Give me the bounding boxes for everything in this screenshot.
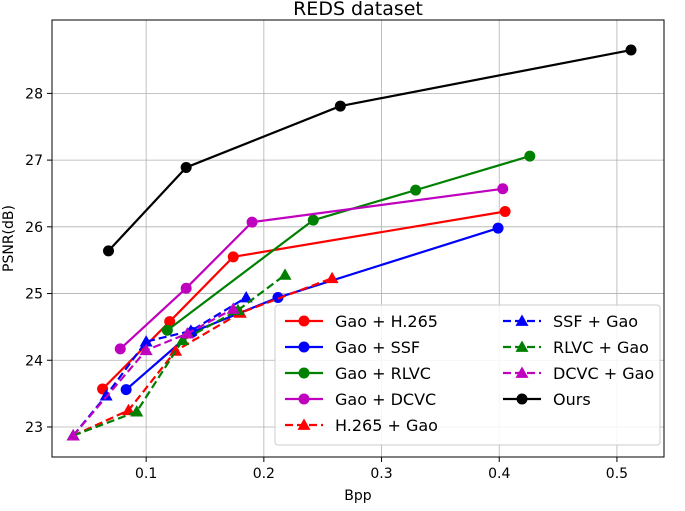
- legend-item-gao-rlvc: Gao + RLVC: [285, 364, 431, 383]
- y-tick-label: 26: [25, 220, 43, 236]
- point-gao-rlvc: [161, 324, 173, 336]
- legend-box: [274, 304, 661, 446]
- line-dcvc-gao: [72, 307, 234, 437]
- legend-label-h-265-gao: H.265 + Gao: [335, 416, 438, 435]
- point-h-265-gao: [122, 403, 135, 416]
- point-ssf-gao: [239, 291, 253, 303]
- point-dcvc-gao: [139, 343, 153, 356]
- point-ours: [334, 100, 346, 112]
- legend-marker-gao-h-265: [298, 315, 310, 327]
- legend-label-gao-dcvc: Gao + DCVC: [335, 390, 436, 409]
- y-tick-label: 27: [25, 153, 43, 169]
- legend-item-gao-ssf: Gao + SSF: [285, 338, 420, 357]
- legend-item-ssf-gao: SSF + Gao: [503, 312, 638, 331]
- legend-marker-gao-rlvc: [298, 367, 310, 379]
- x-tick-label: 0.3: [370, 466, 392, 482]
- legend-item-ours: Ours: [503, 390, 591, 409]
- point-gao-rlvc: [307, 214, 319, 226]
- ticks: 0.1 0.2 0.3 0.4 0.5 23 24 25 26 27 28: [25, 86, 628, 482]
- point-gao-rlvc: [410, 184, 422, 196]
- legend: Gao + H.265 Gao + SSF Gao + RLVC Gao + DCVC…: [274, 304, 661, 446]
- series-ours: [102, 44, 637, 257]
- legend-label-dcvc-gao: DCVC + Gao: [553, 364, 654, 383]
- line-gao-dcvc: [119, 187, 503, 350]
- point-gao-ssf: [120, 384, 132, 396]
- point-gao-rlvc: [524, 150, 536, 162]
- point-ours: [180, 161, 192, 173]
- point-gao-ssf: [492, 222, 504, 234]
- series-dcvc-gao: [66, 302, 240, 441]
- legend-marker-ssf-gao: [515, 314, 529, 326]
- legend-item-gao-dcvc: Gao + DCVC: [285, 390, 436, 409]
- point-dcvc-gao: [180, 327, 194, 339]
- point-h-265-gao: [169, 344, 183, 356]
- point-dcvc-gao: [226, 302, 240, 314]
- y-axis-title: PSNR(dB): [1, 205, 17, 272]
- y-tick-label: 25: [25, 287, 43, 303]
- line-ours: [107, 48, 632, 252]
- legend-item-gao-h-265: Gao + H.265: [285, 312, 438, 331]
- legend-marker-gao-ssf: [298, 341, 310, 353]
- series-gao-rlvc: [161, 150, 536, 336]
- x-tick-label: 0.5: [606, 466, 628, 482]
- point-rlvc-gao: [278, 268, 292, 280]
- legend-label-rlvc-gao: RLVC + Gao: [553, 338, 649, 357]
- point-gao-h-265: [499, 205, 511, 217]
- legend-label-gao-h-265: Gao + H.265: [335, 312, 438, 331]
- point-rlvc-gao: [176, 333, 190, 346]
- line-gao-rlvc: [166, 155, 531, 332]
- legend-marker-h-265-gao: [297, 418, 311, 430]
- legend-label-gao-ssf: Gao + SSF: [335, 338, 420, 357]
- point-ours: [625, 44, 637, 56]
- point-gao-dcvc: [180, 282, 192, 294]
- point-gao-dcvc: [246, 216, 258, 228]
- x-tick-label: 0.2: [253, 466, 275, 482]
- line-ssf-gao: [72, 296, 247, 437]
- series-gao-dcvc: [114, 183, 509, 355]
- legend-item-dcvc-gao: DCVC + Gao: [503, 364, 654, 383]
- y-tick-label: 23: [25, 420, 43, 436]
- legend-item-h-265-gao: H.265 + Gao: [285, 416, 438, 435]
- series-layer: [66, 44, 637, 441]
- point-ssf-gao: [139, 335, 153, 347]
- chart-title: REDS dataset: [293, 0, 423, 20]
- legend-marker-dcvc-gao: [515, 366, 529, 378]
- line-rlvc-gao: [72, 273, 286, 437]
- x-axis-title: Bpp: [344, 488, 371, 504]
- point-gao-h-265: [164, 316, 176, 328]
- y-tick-label: 28: [25, 86, 43, 102]
- point-dcvc-gao: [66, 429, 80, 441]
- legend-label-gao-rlvc: Gao + RLVC: [335, 364, 431, 383]
- point-ours: [102, 245, 114, 257]
- plot-frame: [51, 19, 665, 458]
- point-gao-dcvc: [497, 183, 509, 195]
- x-tick-label: 0.4: [488, 466, 510, 482]
- y-tick-label: 24: [25, 353, 43, 369]
- point-h-265-gao: [325, 271, 339, 284]
- legend-label-ours: Ours: [553, 390, 591, 409]
- legend-marker-rlvc-gao: [515, 340, 529, 352]
- x-tick-label: 0.1: [135, 466, 157, 482]
- point-gao-dcvc: [114, 343, 126, 355]
- legend-item-rlvc-gao: RLVC + Gao: [503, 338, 649, 357]
- point-gao-h-265: [227, 251, 239, 263]
- legend-marker-ours: [516, 393, 528, 405]
- legend-marker-gao-dcvc: [298, 393, 310, 405]
- point-ssf-gao: [99, 389, 113, 401]
- legend-label-ssf-gao: SSF + Gao: [553, 312, 638, 331]
- point-rlvc-gao: [130, 405, 144, 417]
